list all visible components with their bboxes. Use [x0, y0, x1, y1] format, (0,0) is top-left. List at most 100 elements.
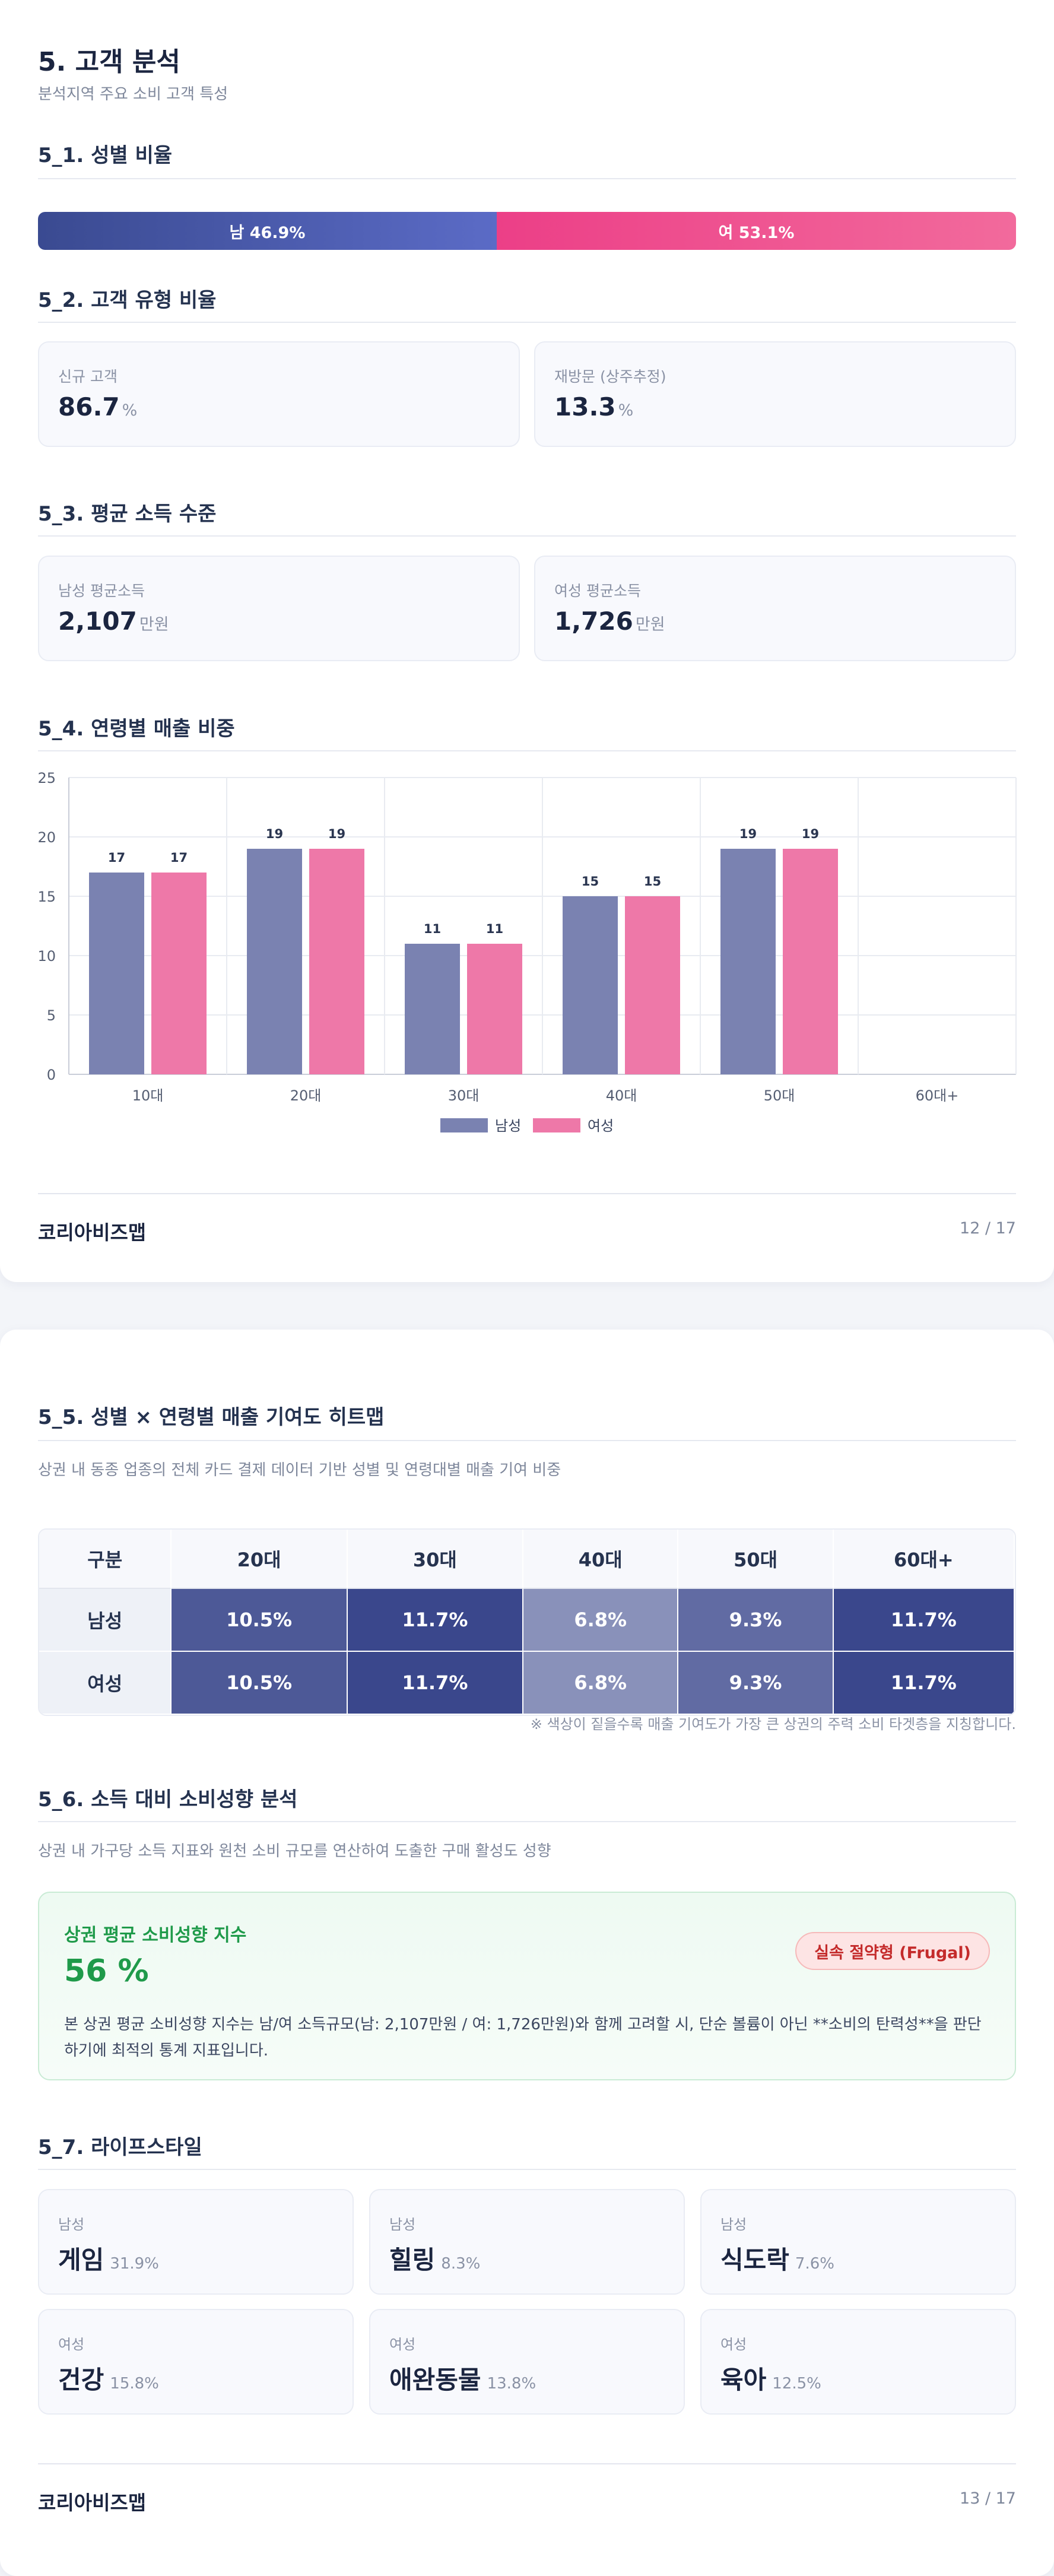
lifestyle-card: 남성 힐링 8.3% — [369, 2189, 685, 2295]
female-ratio-segment: 여 53.1% — [496, 212, 1016, 250]
x-tick-label: 50대 — [764, 1087, 795, 1104]
card-value: 1,726 — [554, 607, 633, 636]
data-label: 19 — [328, 827, 345, 841]
spending-card-title: 상권 평균 소비성향 지수 — [64, 1925, 247, 1946]
lifestyle-card: 여성 건강 15.8% — [38, 2309, 354, 2415]
card-unit: 만원 — [635, 616, 665, 634]
y-tick-label: 20 — [37, 829, 56, 846]
data-label: 17 — [170, 851, 188, 865]
y-tick-label: 10 — [37, 948, 56, 965]
lifestyle-gender: 남성 — [58, 2216, 85, 2233]
divider — [38, 178, 1016, 179]
male-income-card: 남성 평균소득 2,107 만원 — [38, 556, 520, 661]
income-title: 5_3. 평균 소득 수준 — [38, 502, 217, 526]
page-number: 12 / 17 — [960, 1219, 1016, 1238]
divider — [38, 322, 1016, 323]
heatmap-note: ※ 색상이 짙을수록 매출 기여도가 가장 큰 상권의 주력 소비 타겟층을 지… — [530, 1716, 1016, 1733]
lifestyle-gender: 남성 — [389, 2216, 416, 2233]
x-tick-label: 20대 — [290, 1087, 322, 1104]
y-tick-label: 25 — [37, 770, 56, 786]
new-customer-card: 신규 고객 86.7% — [38, 341, 520, 447]
age-sales-title: 5_4. 연령별 매출 비중 — [38, 717, 235, 741]
lifestyle-gender: 여성 — [389, 2336, 416, 2353]
legend-swatch — [440, 1118, 488, 1132]
data-label: 19 — [802, 827, 819, 841]
x-tick-label: 60대+ — [916, 1087, 959, 1104]
card-value: 2,107 — [58, 607, 137, 636]
bar — [405, 944, 460, 1074]
heatmap-cell: 11.7% — [347, 1652, 524, 1715]
data-label: 17 — [108, 851, 125, 865]
card-label: 여성 평균소득 — [554, 582, 641, 599]
male-ratio-segment: 남 46.9% — [38, 212, 497, 250]
card-unit: 만원 — [139, 616, 169, 634]
lifestyle-name: 게임 — [58, 2245, 104, 2274]
card-value: 86.7 — [58, 392, 120, 421]
heatmap-row-female: 여성 10.5% 11.7% 6.8% 9.3% 11.7% — [39, 1652, 1015, 1715]
spending-description: 상권 내 가구당 소득 지표와 원천 소비 규모를 연산하여 도출한 구매 활성… — [38, 1842, 551, 1860]
spending-index-value: 56 % — [64, 1953, 149, 1989]
gender-ratio-bar: 남 46.9% 여 53.1% — [38, 212, 1016, 250]
age-sales-bar-chart: 0 5 10 15 20 25 10대 17 17 20대 19 19 30대 11 11 40대 15 15 50… — [37, 770, 1017, 1134]
lifestyle-title: 5_7. 라이프스타일 — [38, 2136, 202, 2159]
lifestyle-pct: 7.6% — [795, 2255, 834, 2273]
lifestyle-name: 육아 — [720, 2365, 767, 2394]
customer-type-title: 5_2. 고객 유형 비율 — [38, 288, 217, 312]
bar — [563, 896, 618, 1074]
lifestyle-card: 여성 육아 12.5% — [700, 2309, 1016, 2415]
data-label: 15 — [582, 874, 599, 889]
heatmap-header: 40대 — [523, 1530, 679, 1589]
x-tick-label: 30대 — [448, 1087, 480, 1104]
divider — [38, 2169, 1016, 2170]
spending-type-badge: 실속 절약형 (Frugal) — [795, 1932, 990, 1970]
data-label: 15 — [644, 874, 661, 889]
heatmap-cell: 11.7% — [833, 1589, 1015, 1652]
bar — [151, 873, 207, 1074]
returning-customer-card: 재방문 (상주추정) 13.3% — [534, 341, 1016, 447]
lifestyle-name: 애완동물 — [389, 2365, 481, 2394]
heatmap-cell: 9.3% — [678, 1652, 834, 1715]
lifestyle-card: 남성 게임 31.9% — [38, 2189, 354, 2295]
lifestyle-name: 힐링 — [389, 2245, 436, 2274]
legend-swatch — [533, 1118, 580, 1132]
heatmap-cell: 10.5% — [172, 1652, 348, 1715]
data-label: 11 — [486, 922, 503, 936]
section-title: 5. 고객 분석 — [38, 47, 180, 77]
lifestyle-card: 여성 애완동물 13.8% — [369, 2309, 685, 2415]
data-label: 11 — [424, 922, 441, 936]
footer-divider — [38, 1193, 1016, 1194]
heatmap-cell: 10.5% — [172, 1589, 348, 1652]
card-label: 재방문 (상주추정) — [554, 368, 666, 385]
divider — [38, 1821, 1016, 1822]
data-label: 19 — [739, 827, 757, 841]
bar — [247, 849, 302, 1074]
bar — [720, 849, 776, 1074]
heatmap-cell: 6.8% — [523, 1589, 679, 1652]
card-unit: % — [122, 401, 138, 420]
x-tick-label: 40대 — [606, 1087, 637, 1104]
x-tick-label: 10대 — [132, 1087, 164, 1104]
heatmap-row-label: 남성 — [39, 1589, 172, 1652]
heatmap-header: 60대+ — [833, 1530, 1015, 1589]
lifestyle-pct: 13.8% — [487, 2375, 536, 2393]
y-tick-label: 5 — [47, 1007, 56, 1024]
spending-index-card: 상권 평균 소비성향 지수 56 % 실속 절약형 (Frugal) 본 상권 … — [38, 1892, 1016, 2080]
heatmap-row-label: 여성 — [39, 1652, 172, 1715]
lifestyle-pct: 15.8% — [110, 2375, 159, 2393]
gender-ratio-title: 5_1. 성별 비율 — [38, 144, 173, 167]
spending-card-text: 본 상권 평균 소비성향 지수는 남/여 소득규모(남: 2,107만원 / 여… — [64, 2016, 982, 2060]
heatmap-header: 50대 — [678, 1530, 834, 1589]
divider — [38, 535, 1016, 537]
y-tick-label: 0 — [47, 1067, 56, 1083]
lifestyle-gender: 여성 — [720, 2336, 747, 2353]
lifestyle-gender: 남성 — [720, 2216, 747, 2233]
lifestyle-gender: 여성 — [58, 2336, 85, 2353]
lifestyle-pct: 8.3% — [441, 2255, 481, 2273]
bar — [467, 944, 522, 1074]
bar — [309, 849, 364, 1074]
lifestyle-name: 식도락 — [720, 2245, 789, 2274]
card-unit: % — [618, 401, 634, 420]
page-number: 13 / 17 — [960, 2489, 1016, 2508]
card-label: 신규 고객 — [58, 368, 118, 385]
heatmap-cell: 6.8% — [523, 1652, 679, 1715]
